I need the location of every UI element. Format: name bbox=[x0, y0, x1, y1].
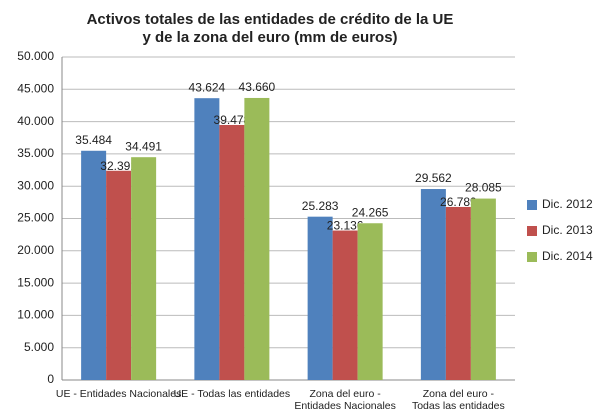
chart-title: Activos totales de las entidades de créd… bbox=[87, 11, 454, 28]
data-label: 39.478 bbox=[214, 113, 251, 127]
bar bbox=[131, 157, 157, 380]
y-tick-label: 30.000 bbox=[17, 178, 54, 192]
y-tick-label: 45.000 bbox=[17, 81, 54, 95]
legend-swatch bbox=[527, 252, 537, 262]
bar bbox=[332, 230, 358, 380]
data-label: 34.491 bbox=[125, 139, 162, 153]
x-tick-label: UE - Todas las entidades bbox=[174, 388, 291, 400]
x-tick-label: Todas las entidades bbox=[412, 400, 505, 412]
bar bbox=[194, 98, 220, 380]
legend-label: Dic. 2012 bbox=[542, 197, 593, 211]
data-label: 29.562 bbox=[415, 171, 452, 185]
y-tick-label: 10.000 bbox=[17, 308, 54, 322]
bar bbox=[219, 124, 245, 380]
data-label: 24.265 bbox=[352, 205, 389, 219]
x-tick-label: Zona del euro - bbox=[310, 388, 382, 400]
bar bbox=[470, 198, 496, 380]
y-tick-label: 35.000 bbox=[17, 146, 54, 160]
legend-label: Dic. 2013 bbox=[542, 223, 593, 237]
x-tick-label: UE - Entidades Nacionales bbox=[56, 388, 181, 400]
data-label: 32.391 bbox=[100, 159, 137, 173]
bar bbox=[357, 223, 383, 380]
y-tick-label: 25.000 bbox=[17, 211, 54, 225]
bar bbox=[244, 97, 270, 381]
legend-swatch bbox=[527, 226, 537, 236]
x-tick-label: Zona del euro - bbox=[423, 388, 495, 400]
y-tick-label: 50.000 bbox=[17, 49, 54, 63]
legend-label: Dic. 2014 bbox=[542, 249, 593, 263]
bar bbox=[445, 206, 471, 380]
y-tick-label: 40.000 bbox=[17, 114, 54, 128]
bar bbox=[106, 170, 132, 380]
data-label: 25.283 bbox=[302, 199, 339, 213]
x-tick-label: Entidades Nacionales bbox=[294, 400, 396, 412]
data-label: 23.136 bbox=[327, 219, 364, 233]
chart-title: y de la zona del euro (mm de euros) bbox=[142, 29, 397, 46]
y-tick-label: 15.000 bbox=[17, 275, 54, 289]
data-label: 43.624 bbox=[189, 80, 226, 94]
bar bbox=[420, 189, 446, 380]
data-label: 43.660 bbox=[239, 80, 276, 94]
y-tick-label: 5.000 bbox=[24, 340, 54, 354]
data-label: 26.789 bbox=[440, 195, 477, 209]
bar bbox=[81, 150, 107, 380]
bar bbox=[307, 216, 333, 380]
data-label: 35.484 bbox=[75, 133, 112, 147]
y-tick-label: 20.000 bbox=[17, 243, 54, 257]
data-label: 28.085 bbox=[465, 181, 502, 195]
legend-swatch bbox=[527, 200, 537, 210]
y-tick-label: 0 bbox=[47, 372, 54, 386]
